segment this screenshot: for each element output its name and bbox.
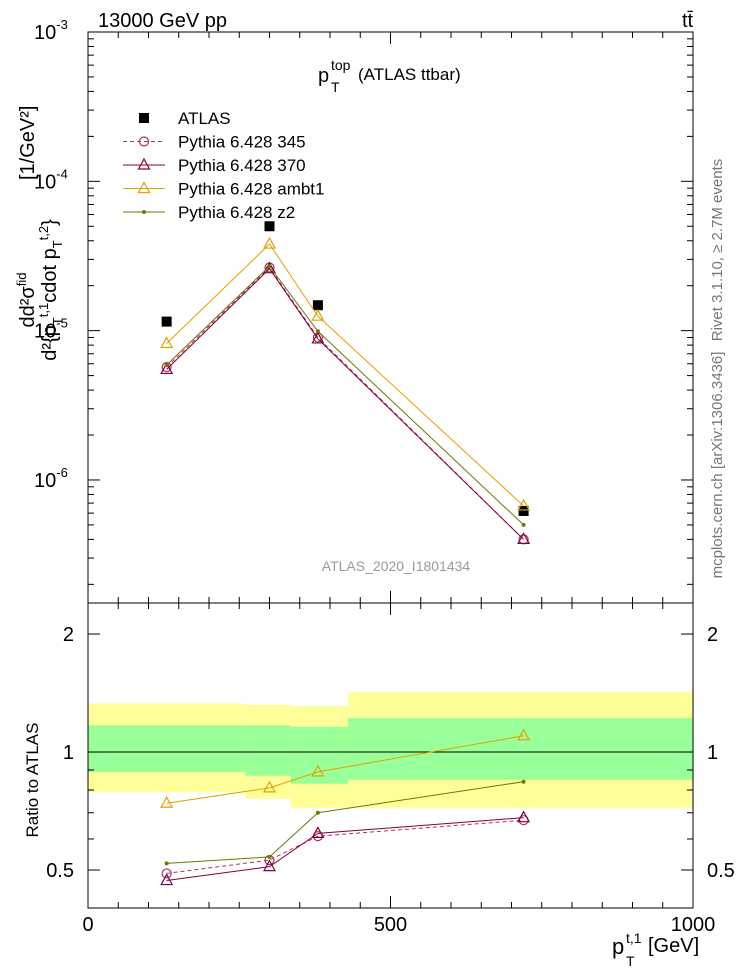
data-point: [315, 329, 320, 334]
y-label-top-denominator: d²{pTt,1cdot pTt,2}: [36, 219, 65, 361]
legend-marker: [138, 136, 150, 147]
ratio-y-tick-label: 2: [63, 624, 74, 646]
x-tick-label: 500: [374, 914, 407, 936]
top-y-tick-label: 10-6: [34, 465, 68, 492]
data-point: [311, 308, 325, 321]
y-label-denom-end: }: [39, 219, 61, 226]
series-line: [166, 243, 524, 507]
data-point: [264, 221, 275, 232]
data-point: [517, 532, 531, 544]
data-point: [262, 236, 277, 249]
ratio-y-tick-label-right: 1: [707, 742, 718, 764]
ratio-point: [262, 780, 277, 793]
ratio-point: [315, 810, 320, 815]
data-point: [267, 264, 272, 269]
uncertainty-band-inner: [348, 718, 693, 780]
x-label-units: [GeV]: [648, 935, 699, 957]
ratio-series-line: [166, 781, 524, 864]
ratio-y-tick-label: 0.5: [46, 860, 74, 882]
uncertainty-band-inner: [245, 725, 291, 776]
ratio-point: [517, 728, 531, 741]
y-axis-label-bottom: Ratio to ATLAS: [23, 723, 42, 838]
data-point: [518, 505, 529, 516]
y-label-denom: d²{p: [39, 325, 61, 361]
y-axis-label-top: dd²σfid d²{pTt,1cdot pTt,2} [1/GeV²]: [14, 106, 65, 361]
plot-title: p top T (ATLAS ttbar): [318, 57, 461, 95]
ratio-point: [267, 854, 272, 859]
mcplots-label: mcplots.cern.ch [arXiv:1306.3436]: [709, 352, 726, 579]
legend-marker: [137, 181, 151, 194]
ratio-series-line: [166, 817, 524, 882]
y-label-d: d: [17, 316, 39, 327]
plot-title-main: p: [318, 65, 329, 87]
legend-marker: [142, 210, 146, 214]
legend-marker: [139, 113, 149, 123]
y-label-denom-sup: t,1: [36, 303, 51, 317]
series-line: [166, 265, 524, 526]
y-label-numer: d²σ: [17, 286, 39, 317]
ratio-point: [164, 861, 169, 866]
ratio-y-tick-label-right: 2: [707, 624, 718, 646]
rivet-label: Rivet 3.1.10, ≥ 2.7M events: [709, 159, 726, 342]
x-label-sub: T: [626, 953, 635, 969]
x-label-main: p: [612, 934, 624, 959]
legend-entry: Pythia 6.428 z2: [178, 203, 295, 222]
ratio-point: [160, 873, 174, 886]
series-line: [166, 266, 524, 540]
x-axis-label: p T t,1 [GeV]: [612, 930, 699, 969]
data-point: [160, 362, 174, 375]
x-label-sup: t,1: [626, 930, 642, 946]
top-y-tick-label: 10-4: [34, 166, 68, 193]
ratio-point: [517, 810, 531, 823]
y-label-denom-sub: T: [50, 317, 65, 325]
plot-title-sup: top: [331, 57, 351, 73]
ratio-point: [521, 779, 526, 784]
data-point: [164, 362, 169, 367]
ratio-series-line: [166, 735, 524, 804]
y-label-numer-sup: fid: [14, 273, 29, 287]
y-label-denom-mid: cdot p: [39, 248, 61, 302]
data-point: [311, 331, 325, 344]
y-label-top-units: [1/GeV²]: [17, 106, 39, 180]
data-point: [262, 261, 277, 274]
legend-entry: ATLAS: [178, 109, 231, 128]
plot-title-suffix: (ATLAS ttbar): [358, 65, 461, 84]
data-point: [521, 522, 526, 527]
y-label-top-fraction: dd²σfid: [14, 273, 39, 328]
y-label-denom-sub2: T: [50, 240, 65, 248]
top-y-tick-label: 10-3: [34, 17, 68, 44]
ratio-point: [160, 796, 174, 808]
ratio-y-tick-label: 1: [63, 742, 74, 764]
top-panel: 10-6 10-5 10-4 10-3: [34, 17, 694, 604]
y-label-denom-sup2: t,2: [36, 226, 51, 240]
x-tick-label: 0: [82, 914, 93, 936]
legend-entry: Pythia 6.428 370: [178, 156, 306, 175]
data-point: [161, 316, 172, 327]
legend-entry: Pythia 6.428 ambt1: [178, 180, 324, 199]
data-point: [312, 300, 323, 311]
ratio-point: [262, 859, 277, 872]
uncertainty-band-inner: [88, 725, 246, 772]
uncertainty-band-inner: [290, 726, 349, 784]
energy-label: 13000 GeV pp: [98, 10, 227, 32]
ratio-panel: 0.5 0.5 1 1 2 2 0 500 1000: [46, 602, 735, 936]
analysis-id: ATLAS_2020_I1801434: [322, 558, 471, 574]
ratio-y-tick-label-right: 0.5: [707, 860, 735, 882]
legend-marker: [137, 157, 151, 170]
data-point: [517, 498, 531, 511]
data-point: [160, 336, 174, 349]
ratio-point: [311, 826, 325, 838]
legend: ATLAS Pythia 6.428 345 Pythia 6.428 370 Pyt…: [123, 109, 324, 222]
process-label: tt̄: [682, 10, 694, 32]
legend-entry: Pythia 6.428 345: [178, 133, 306, 152]
ratio-point: [161, 868, 172, 879]
ratio-series-line: [166, 819, 524, 874]
x-tick-label: 1000: [671, 914, 716, 936]
series-line: [166, 267, 524, 540]
top-y-tick-label: 10-5: [34, 316, 68, 343]
plot-title-sub: T: [331, 79, 340, 95]
ratio-point: [311, 764, 325, 777]
